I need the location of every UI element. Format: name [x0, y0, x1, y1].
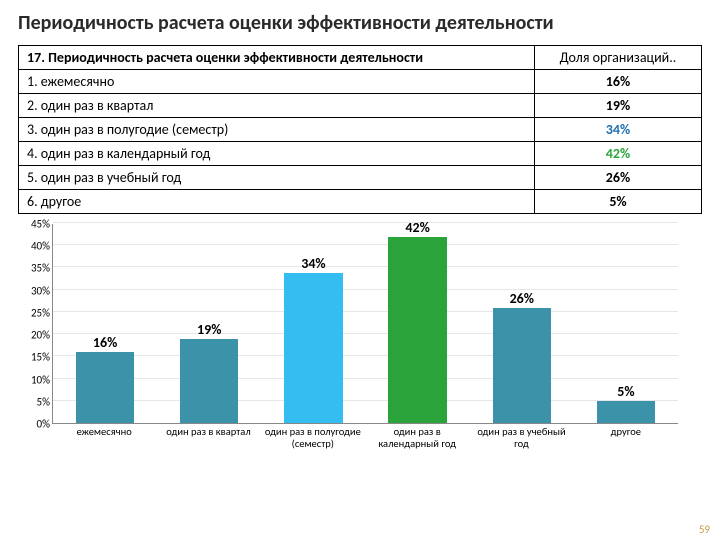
chart-gridline [53, 222, 678, 223]
bar-chart: 0%5%10%15%20%25%30%35%40%45% 16%19%34%42… [18, 224, 678, 464]
table-cell-value: 34% [534, 118, 701, 142]
chart-ytick: 20% [31, 329, 50, 342]
chart-plot: 16% 19% 34% 42% 26% 5% [52, 224, 678, 424]
page-title: Периодичность расчета оценки эффективнос… [18, 12, 702, 35]
chart-ytick: 35% [31, 262, 50, 275]
table-cell-label: 1. ежемесячно [19, 70, 535, 94]
chart-bar-cell: 16% [53, 224, 157, 423]
table-cell-value: 5% [534, 190, 701, 214]
table-cell-value: 19% [534, 94, 701, 118]
table-row: 6. другое5% [19, 190, 702, 214]
chart-bar: 42% [388, 237, 446, 423]
chart-bar-value: 34% [301, 255, 325, 272]
chart-bar: 34% [284, 273, 342, 423]
chart-bar-value: 16% [93, 334, 117, 351]
table-cell-value: 16% [534, 70, 701, 94]
table-cell-label: 6. другое [19, 190, 535, 214]
chart-bars: 16% 19% 34% 42% 26% 5% [53, 224, 678, 423]
chart-bar-value: 26% [510, 290, 534, 307]
chart-xtick: один раз в учебный год [469, 424, 573, 464]
chart-bar-cell: 42% [366, 224, 470, 423]
chart-bar: 26% [493, 308, 551, 423]
table-cell-label: 5. один раз в учебный год [19, 166, 535, 190]
data-table: 17. Периодичность расчета оценки эффекти… [18, 45, 702, 214]
table-cell-value: 42% [534, 142, 701, 166]
table-header-right: Доля организаций.. [534, 46, 701, 70]
page-number: 59 [699, 523, 710, 536]
chart-xtick: другое [574, 424, 678, 464]
chart-xtick: один раз в календарный год [365, 424, 469, 464]
table-row: 2. один раз в квартал19% [19, 94, 702, 118]
chart-bar: 5% [597, 401, 655, 423]
chart-bar-value: 19% [197, 321, 221, 338]
chart-bar: 19% [180, 339, 238, 423]
chart-bar-value: 5% [617, 383, 634, 400]
chart-ytick: 45% [31, 218, 50, 231]
chart-bar: 16% [76, 352, 134, 423]
table-cell-label: 2. один раз в квартал [19, 94, 535, 118]
chart-yaxis: 0%5%10%15%20%25%30%35%40%45% [18, 224, 52, 424]
chart-ytick: 0% [37, 418, 50, 431]
chart-xtick: один раз в квартал [156, 424, 260, 464]
chart-ytick: 40% [31, 240, 50, 253]
chart-xtick: один раз в полугодие (семестр) [261, 424, 365, 464]
chart-bar-cell: 19% [157, 224, 261, 423]
chart-bar-value: 42% [405, 219, 429, 236]
chart-ytick: 10% [31, 373, 50, 386]
table-row: 3. один раз в полугодие (семестр)34% [19, 118, 702, 142]
chart-xaxis: ежемесячноодин раз в кварталодин раз в п… [52, 424, 678, 464]
table-row: 4. один раз в календарный год42% [19, 142, 702, 166]
table-row: 1. ежемесячно16% [19, 70, 702, 94]
table-cell-value: 26% [534, 166, 701, 190]
chart-bar-cell: 26% [470, 224, 574, 423]
chart-bar-cell: 5% [574, 224, 678, 423]
chart-bar-cell: 34% [261, 224, 365, 423]
chart-xtick: ежемесячно [52, 424, 156, 464]
chart-ytick: 25% [31, 306, 50, 319]
table-row: 5. один раз в учебный год26% [19, 166, 702, 190]
chart-ytick: 5% [37, 395, 50, 408]
table-cell-label: 4. один раз в календарный год [19, 142, 535, 166]
chart-ytick: 15% [31, 351, 50, 364]
table-header-left: 17. Периодичность расчета оценки эффекти… [19, 46, 535, 70]
chart-ytick: 30% [31, 284, 50, 297]
table-cell-label: 3. один раз в полугодие (семестр) [19, 118, 535, 142]
